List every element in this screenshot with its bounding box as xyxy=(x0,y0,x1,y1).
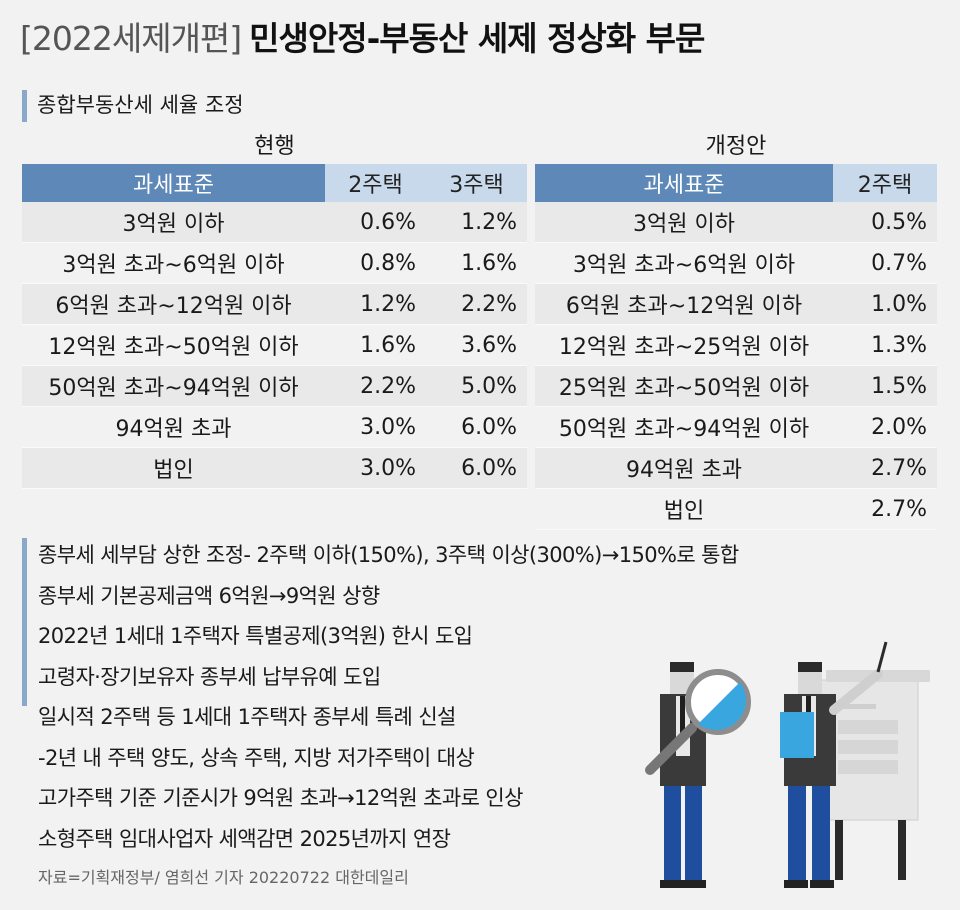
bracket-cell: 25억원 초과~50억원 이하 xyxy=(535,365,833,407)
bracket-cell: 6억원 초과~12억원 이하 xyxy=(535,283,833,325)
table-row: 12억원 초과~25억원 이하 1.3% xyxy=(535,324,937,366)
table-row: 3억원 이하 0.6% 1.2% xyxy=(22,202,527,243)
list-item: 2022년 1세대 1주택자 특별공제(3억원) 한시 도입 xyxy=(38,624,473,648)
rate-cell: 0.7% xyxy=(833,242,937,284)
rate-cell: 0.8% xyxy=(325,242,426,284)
list-item: 일시적 2주택 등 1세대 1주택자 종부세 특례 신설 xyxy=(38,705,456,729)
table-row: 3억원 초과~6억원 이하 0.7% xyxy=(535,242,937,284)
notes-accent-bar xyxy=(22,538,27,706)
notes-list: 종부세 세부담 상한 조정- 2주택 이하(150%), 3주택 이상(300%… xyxy=(22,536,739,860)
rate-cell: 3.0% xyxy=(325,406,426,448)
current-header-bracket: 과세표준 xyxy=(22,164,325,202)
bracket-cell: 12억원 초과~25억원 이하 xyxy=(535,324,833,366)
rate-cell: 0.5% xyxy=(833,202,937,243)
list-item: 종부세 기본공제금액 6억원→9억원 상향 xyxy=(38,583,380,608)
bracket-cell: 50억원 초과~94억원 이하 xyxy=(535,406,833,448)
bracket-cell: 94억원 초과 xyxy=(535,447,833,489)
rate-cell: 2.7% xyxy=(833,488,937,530)
table-row: 12억원 초과~50억원 이하 1.6% 3.6% xyxy=(22,324,527,366)
revised-header-bracket: 과세표준 xyxy=(535,164,833,202)
title-main: 민생안정-부동산 세제 정상화 부문 xyxy=(249,19,705,58)
bracket-cell: 3억원 이하 xyxy=(22,202,325,243)
page-title: [2022세제개편] 민생안정-부동산 세제 정상화 부문 xyxy=(20,12,705,60)
rate-cell: 6.0% xyxy=(426,447,527,489)
man-with-folder-icon xyxy=(780,641,888,888)
table-row: 3억원 이하 0.5% xyxy=(535,202,937,243)
table-row: 94억원 초과 2.7% xyxy=(535,447,937,489)
table-row: 25억원 초과~50억원 이하 1.5% xyxy=(535,365,937,407)
rate-cell: 2.0% xyxy=(833,406,937,448)
rate-cell: 2.2% xyxy=(325,365,426,407)
bracket-cell: 3억원 초과~6억원 이하 xyxy=(22,242,325,284)
revised-header-two-homes: 2주택 xyxy=(833,164,937,202)
rate-cell: 1.6% xyxy=(325,324,426,366)
rate-cell: 1.5% xyxy=(833,365,937,407)
bracket-cell: 94억원 초과 xyxy=(22,406,325,448)
table-row: 6억원 초과~12억원 이하 1.0% xyxy=(535,283,937,325)
table-row: 50억원 초과~94억원 이하 2.2% 5.0% xyxy=(22,365,527,407)
table-row: 50억원 초과~94억원 이하 2.0% xyxy=(535,406,937,448)
table-row: 94억원 초과 3.0% 6.0% xyxy=(22,406,527,448)
man-with-magnifier-icon xyxy=(645,662,751,888)
current-rate-table: 과세표준 2주택 3주택 3억원 이하 0.6% 1.2% 3억원 초과~6억원 이… xyxy=(22,164,527,489)
rate-cell: 2.7% xyxy=(833,447,937,489)
businessmen-illustration xyxy=(645,641,930,888)
current-header-two-homes: 2주택 xyxy=(325,164,426,202)
rate-cell: 1.2% xyxy=(325,283,426,325)
list-item: -2년 내 주택 양도, 상속 주택, 지방 저가주택이 대상 xyxy=(38,745,475,770)
rate-cell: 5.0% xyxy=(426,365,527,407)
revised-rate-table: 과세표준 2주택 3억원 이하 0.5% 3억원 초과~6억원 이하 0.7% 6억… xyxy=(535,164,937,530)
bracket-cell: 50억원 초과~94억원 이하 xyxy=(22,365,325,407)
table-row: 3억원 초과~6억원 이하 0.8% 1.6% xyxy=(22,242,527,284)
bracket-cell: 법인 xyxy=(535,488,833,530)
rate-cell: 1.0% xyxy=(833,283,937,325)
current-header-three-homes: 3주택 xyxy=(426,164,527,202)
rate-cell: 3.6% xyxy=(426,324,527,366)
rate-cell: 2.2% xyxy=(426,283,527,325)
table-row: 6억원 초과~12억원 이하 1.2% 2.2% xyxy=(22,283,527,325)
rate-cell: 6.0% xyxy=(426,406,527,448)
table-row: 법인 3.0% 6.0% xyxy=(22,447,527,489)
rate-cell: 1.6% xyxy=(426,242,527,284)
rate-cell: 3.0% xyxy=(325,447,426,489)
bracket-cell: 6억원 초과~12억원 이하 xyxy=(22,283,325,325)
list-item: 고가주택 기준 기준시가 9억원 초과→12억원 초과로 인상 xyxy=(38,786,523,810)
rate-cell: 1.2% xyxy=(426,202,527,243)
bracket-cell: 법인 xyxy=(22,447,325,489)
table-row: 법인 2.7% xyxy=(535,488,937,530)
list-item: 고령자·장기보유자 종부세 납부유예 도입 xyxy=(38,664,381,689)
bracket-cell: 12억원 초과~50억원 이하 xyxy=(22,324,325,366)
current-caption: 현행 xyxy=(254,134,295,159)
list-item: 종부세 세부담 상한 조정- 2주택 이하(150%), 3주택 이상(300%… xyxy=(38,543,739,567)
revised-caption: 개정안 xyxy=(705,134,767,159)
rate-cell: 1.3% xyxy=(833,324,937,366)
bracket-cell: 3억원 초과~6억원 이하 xyxy=(535,242,833,284)
section-label: 종합부동산세 세율 조정 xyxy=(22,90,244,122)
bracket-cell: 3억원 이하 xyxy=(535,202,833,243)
list-item: 소형주택 임대사업자 세액감면 2025년까지 연장 xyxy=(38,826,451,851)
rate-cell: 0.6% xyxy=(325,202,426,243)
source-credit: 자료=기획재정부/ 염희선 기자 20220722 대한데일리 xyxy=(38,868,409,887)
title-bracket: [2022세제개편] xyxy=(20,19,242,58)
